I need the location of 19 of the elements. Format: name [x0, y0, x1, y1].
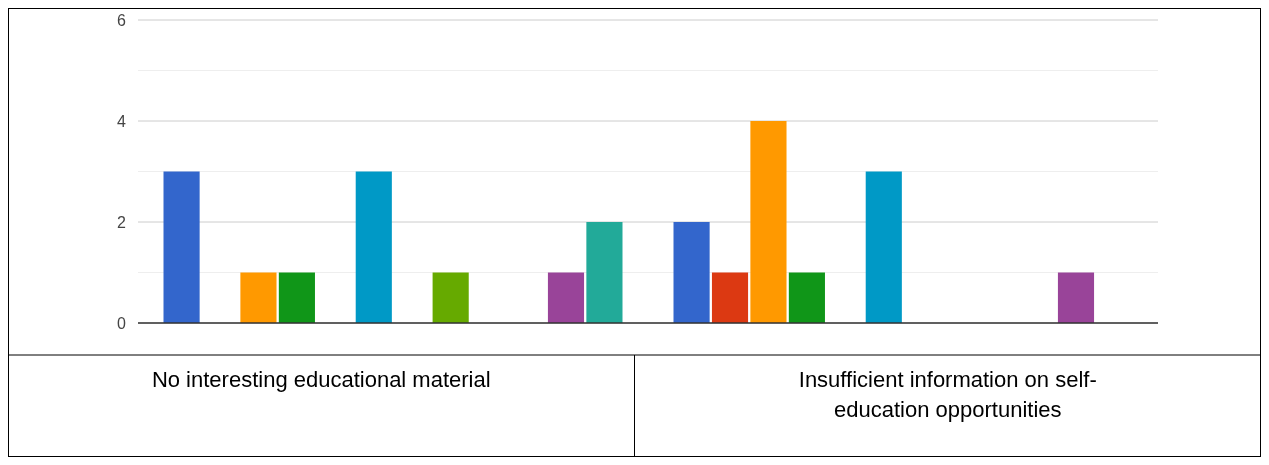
bar: [432, 272, 469, 323]
bar: [547, 272, 585, 323]
bar: [788, 272, 825, 323]
bar: [278, 272, 315, 323]
y-tick-label: 0: [117, 314, 127, 332]
bar: [865, 171, 902, 323]
bar: [750, 121, 787, 323]
y-tick-label: 6: [117, 11, 127, 29]
bar: [711, 272, 749, 323]
bar: [240, 272, 277, 323]
bar: [1057, 272, 1095, 323]
x-tick-label: Insufficient information on self-education opportunities: [798, 367, 1097, 422]
x-tick-label: No interesting educational material: [151, 367, 491, 392]
y-tick-label: 4: [117, 112, 127, 130]
bar: [586, 222, 623, 323]
bar: [355, 171, 392, 323]
bar: [673, 222, 710, 323]
bar: [163, 171, 200, 323]
y-tick-label: 2: [117, 213, 127, 231]
